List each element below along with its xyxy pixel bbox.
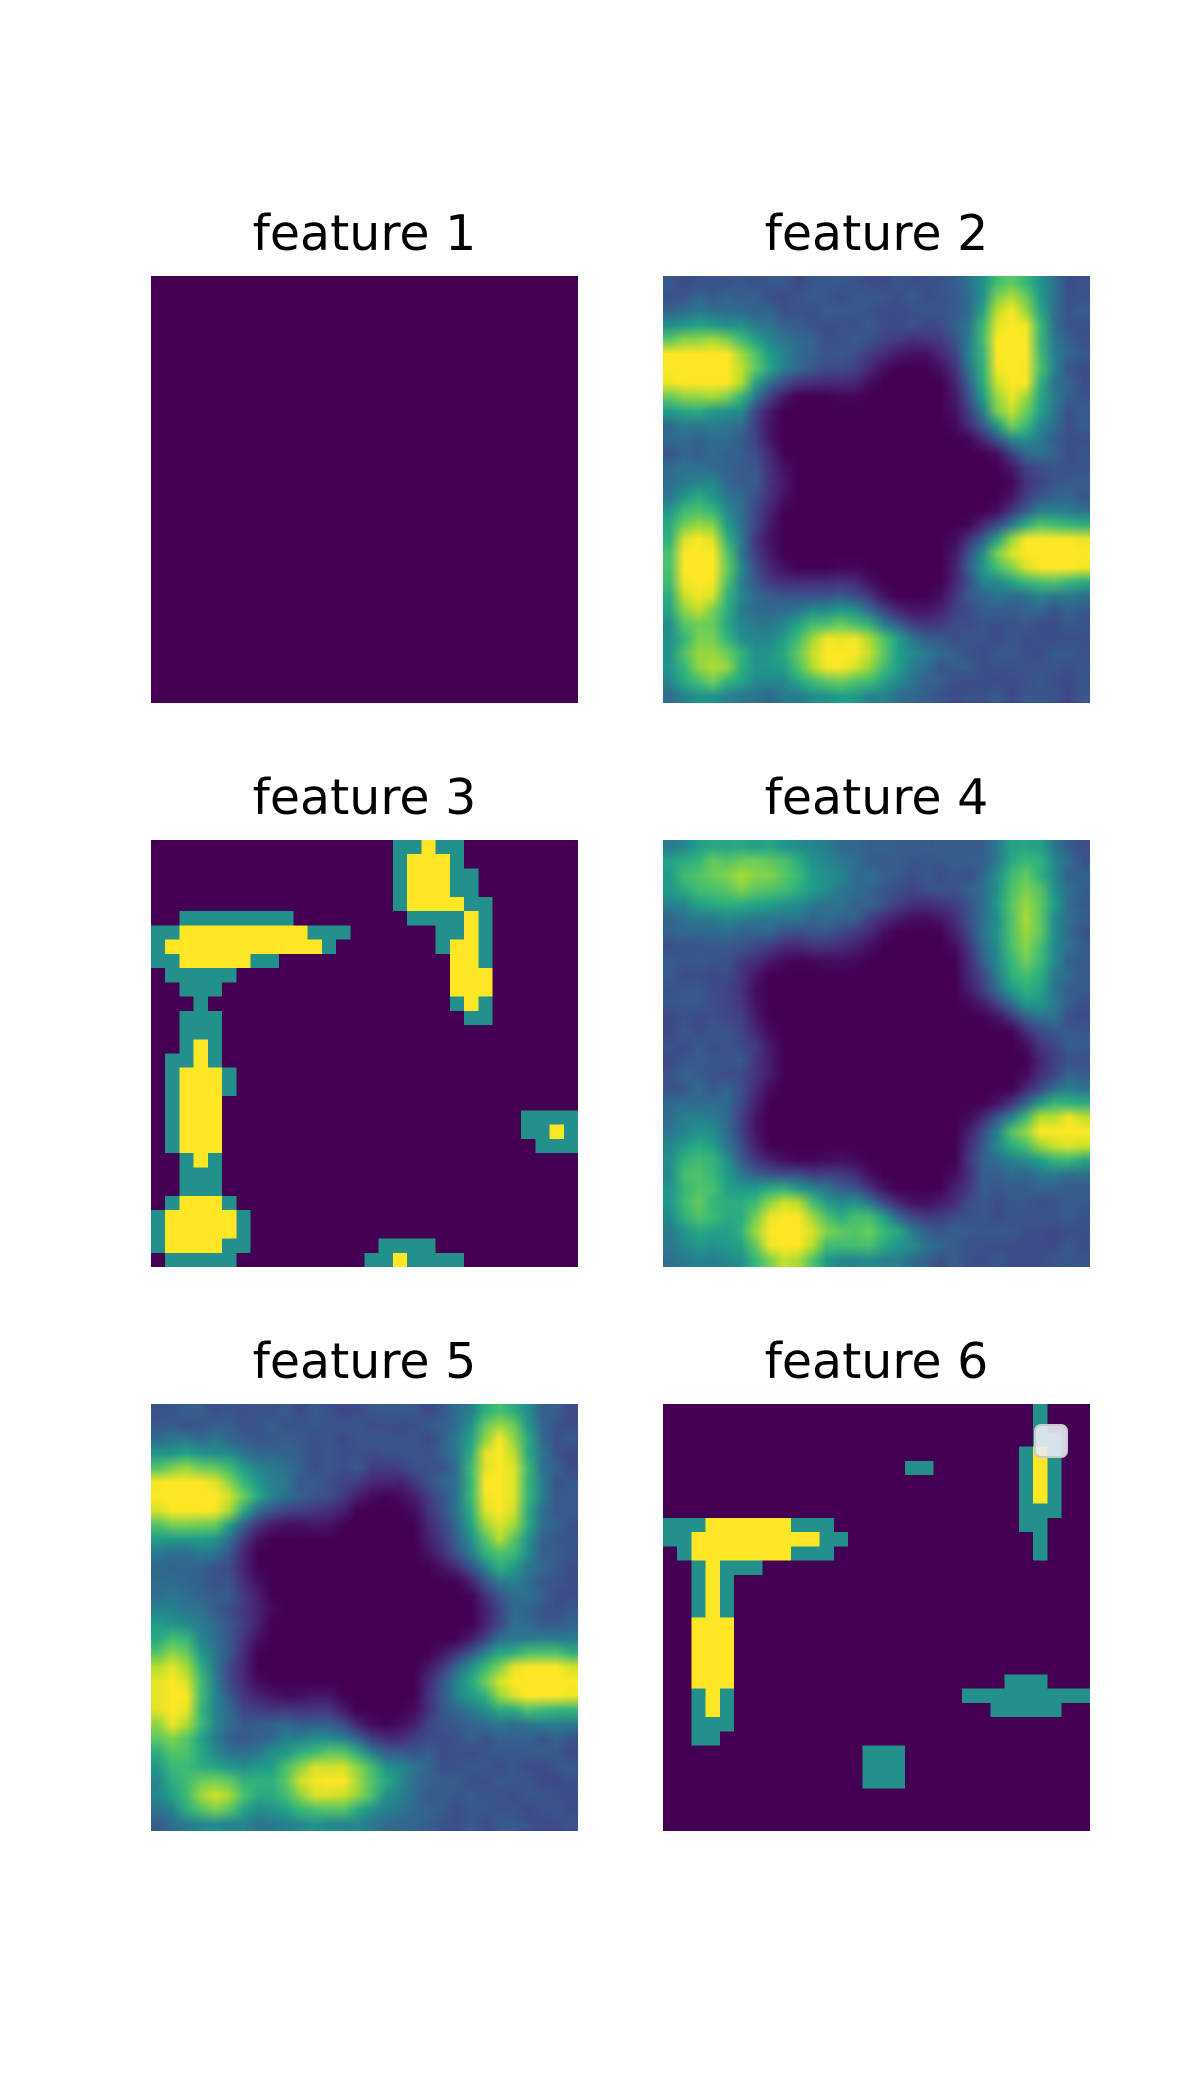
feature-2-heatmap [663,276,1090,703]
feature-6-heatmap [663,1404,1090,1831]
feature-6-title: feature 6 [764,1333,989,1390]
feature-3-heatmap [151,840,578,1267]
legend-box[interactable] [1034,1424,1068,1458]
feature-3-title: feature 3 [252,769,477,826]
feature-5-title: feature 5 [252,1333,477,1390]
feature-4-title: feature 4 [764,769,989,826]
feature-5-heatmap [151,1404,578,1831]
feature-4-heatmap [663,840,1090,1267]
feature-1-title: feature 1 [252,205,477,262]
feature-2-title: feature 2 [764,205,989,262]
feature-1-heatmap [151,276,578,703]
